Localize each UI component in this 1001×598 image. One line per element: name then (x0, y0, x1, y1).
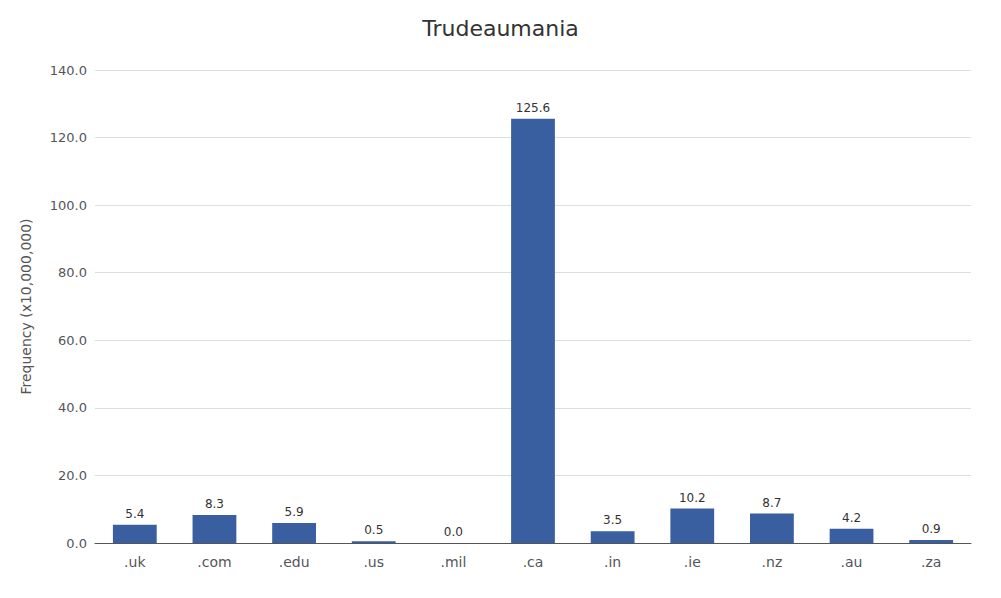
svg-text:.za: .za (921, 554, 941, 570)
svg-text:Trudeaumania: Trudeaumania (421, 16, 579, 41)
svg-text:.us: .us (363, 554, 384, 570)
svg-text:5.4: 5.4 (125, 507, 144, 521)
svg-text:5.9: 5.9 (285, 505, 304, 519)
svg-text:8.3: 8.3 (205, 497, 224, 511)
svg-text:.nz: .nz (762, 554, 783, 570)
svg-text:0.9: 0.9 (922, 522, 941, 536)
svg-text:Frequency (x10,000,000): Frequency (x10,000,000) (18, 218, 34, 394)
svg-text:140.0: 140.0 (50, 63, 87, 78)
svg-text:.uk: .uk (124, 554, 146, 570)
svg-text:10.2: 10.2 (679, 491, 706, 505)
svg-text:60.0: 60.0 (58, 333, 87, 348)
svg-text:20.0: 20.0 (58, 468, 87, 483)
svg-text:0.5: 0.5 (364, 523, 383, 537)
svg-text:.ie: .ie (684, 554, 701, 570)
svg-text:.mil: .mil (440, 554, 466, 570)
svg-text:8.7: 8.7 (762, 496, 781, 510)
svg-text:125.6: 125.6 (516, 101, 550, 115)
svg-text:0.0: 0.0 (66, 536, 87, 551)
svg-text:100.0: 100.0 (50, 198, 87, 213)
svg-text:.au: .au (841, 554, 863, 570)
svg-text:.ca: .ca (523, 554, 544, 570)
svg-text:3.5: 3.5 (603, 513, 622, 527)
svg-text:80.0: 80.0 (58, 265, 87, 280)
svg-text:0.0: 0.0 (444, 525, 463, 539)
svg-text:.in: .in (604, 554, 621, 570)
svg-text:.edu: .edu (279, 554, 310, 570)
svg-text:120.0: 120.0 (50, 130, 87, 145)
svg-text:40.0: 40.0 (58, 400, 87, 415)
svg-text:.com: .com (197, 554, 231, 570)
svg-text:4.2: 4.2 (842, 511, 861, 525)
